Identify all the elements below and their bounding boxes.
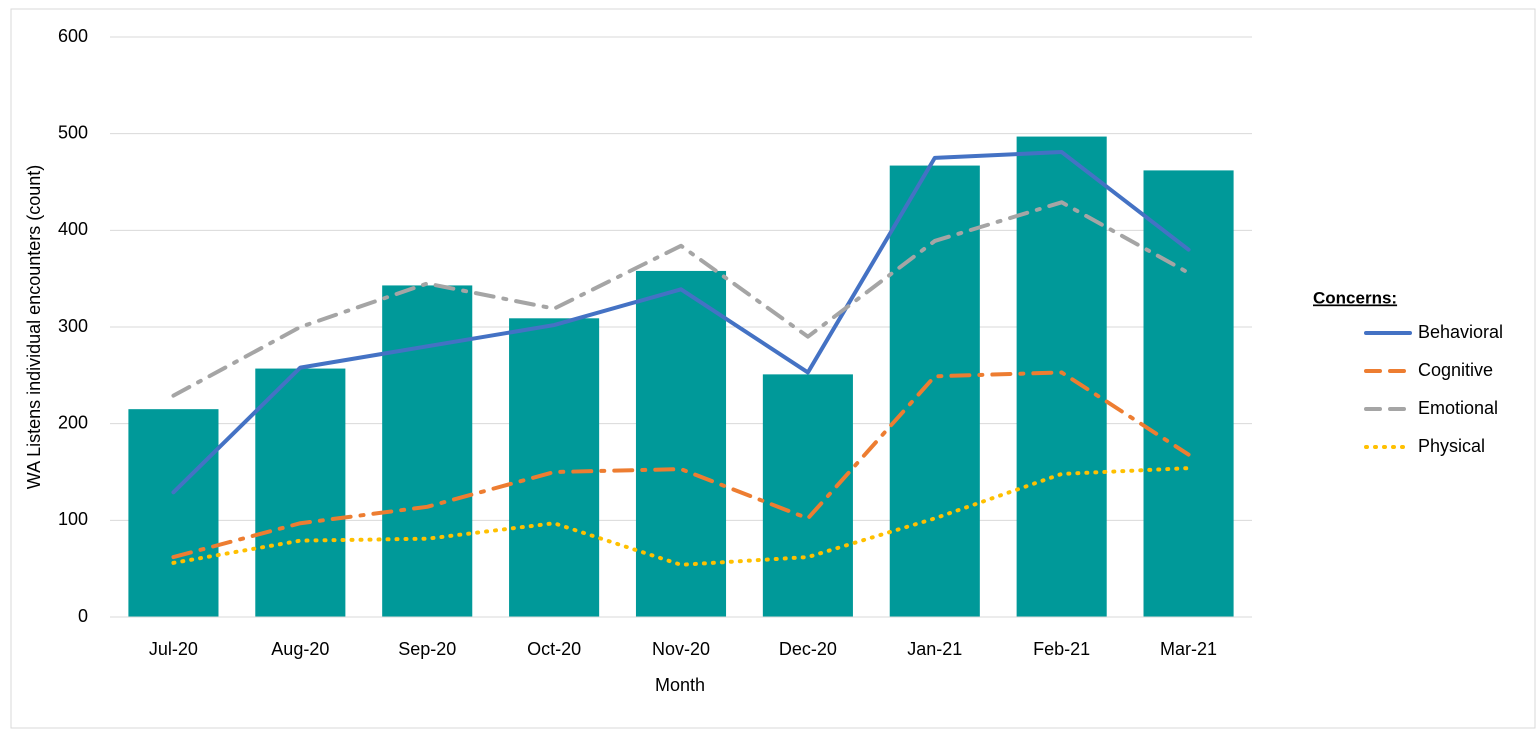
- x-tick-label: Jul-20: [149, 639, 198, 659]
- x-tick-label: Dec-20: [779, 639, 837, 659]
- x-tick-label: Feb-21: [1033, 639, 1090, 659]
- bar: [762, 374, 853, 617]
- legend-title: Concerns:: [1313, 288, 1397, 307]
- y-tick-label: 100: [58, 509, 88, 529]
- line-series: [171, 150, 1191, 495]
- x-tick-label: Jan-21: [907, 639, 962, 659]
- x-tick-label: Aug-20: [271, 639, 329, 659]
- y-tick-label: 300: [58, 316, 88, 336]
- y-tick-label: 600: [58, 26, 88, 46]
- bar: [1016, 136, 1107, 618]
- legend-label: Physical: [1418, 436, 1485, 456]
- bar: [1143, 170, 1234, 617]
- x-tick-label: Sep-20: [398, 639, 456, 659]
- x-axis-title: Month: [655, 675, 705, 695]
- x-tick-label: Nov-20: [652, 639, 710, 659]
- x-tick-label: Mar-21: [1160, 639, 1217, 659]
- bar: [509, 318, 600, 617]
- x-tick-label: Oct-20: [527, 639, 581, 659]
- line-series: [171, 370, 1191, 560]
- chart-frame: [10, 8, 1536, 729]
- legend-label: Behavioral: [1418, 322, 1503, 342]
- y-tick-label: 200: [58, 412, 88, 432]
- y-tick-label: 400: [58, 219, 88, 239]
- line-series: [171, 466, 1191, 567]
- bar: [128, 409, 219, 617]
- legend-label: Emotional: [1418, 398, 1498, 418]
- bar: [635, 270, 727, 617]
- y-tick-label: 500: [58, 122, 88, 142]
- bar: [889, 165, 980, 618]
- y-axis-title: WA Listens individual encounters (count): [24, 165, 44, 490]
- bar: [382, 285, 473, 617]
- bar: [255, 368, 346, 617]
- line-series: [171, 200, 1191, 398]
- legend-label: Cognitive: [1418, 360, 1493, 380]
- y-tick-label: 0: [78, 606, 88, 626]
